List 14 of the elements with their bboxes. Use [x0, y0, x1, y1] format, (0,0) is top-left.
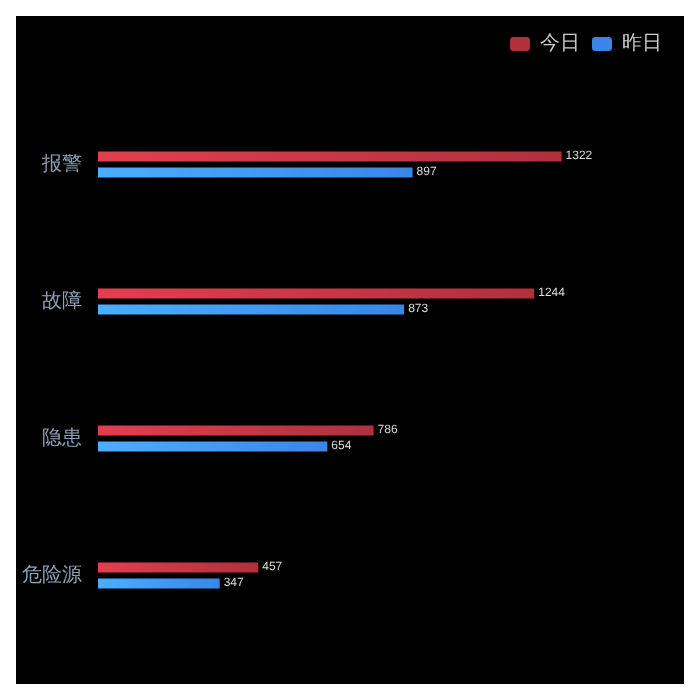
y-tick-label: 报警: [40, 151, 82, 176]
bar: [98, 304, 405, 315]
bar: [98, 578, 220, 589]
y-tick-label: 故障: [42, 288, 82, 313]
bar: [98, 167, 413, 178]
bar: [98, 441, 328, 452]
y-tick-label: 隐患: [42, 425, 82, 450]
legend-label: 昨日: [622, 31, 662, 55]
bar: [98, 425, 374, 436]
bar: [98, 562, 259, 573]
legend-label: 今日: [540, 31, 580, 55]
y-tick-label: 危险源: [22, 562, 82, 587]
bar: [98, 288, 535, 299]
bar: [98, 151, 562, 162]
